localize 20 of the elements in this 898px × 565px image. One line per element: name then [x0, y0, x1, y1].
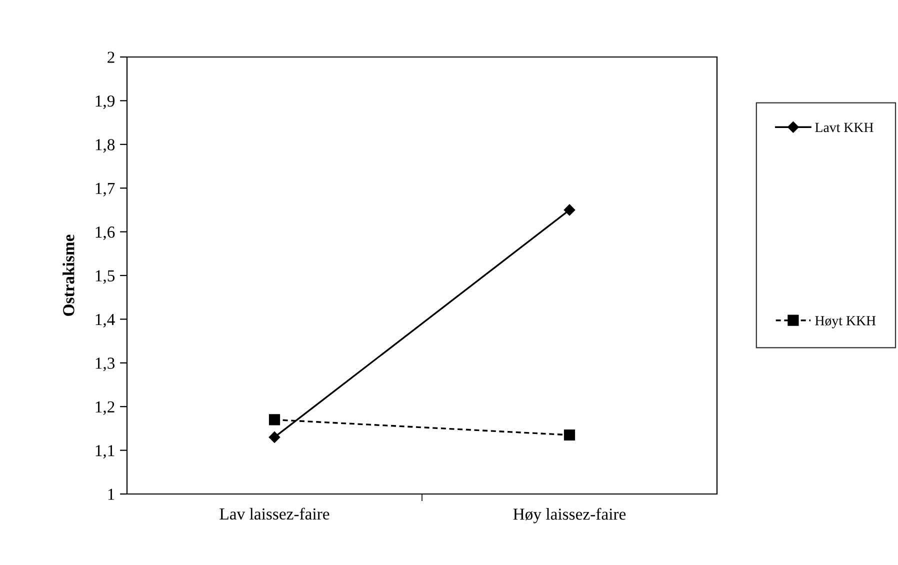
point	[268, 432, 280, 443]
y-axis-title: Ostrakisme	[62, 234, 74, 316]
y-tick-label: 1,9	[96, 95, 115, 110]
y-tick-label: 1,5	[96, 270, 115, 284]
y-tick-label: 1,2	[96, 401, 114, 415]
legend-label: Lavt KKH	[815, 122, 874, 132]
y-tick-label: 1,1	[96, 445, 114, 459]
y-tick-label: 1,8	[96, 139, 115, 153]
point	[268, 414, 280, 426]
point	[564, 204, 576, 216]
y-tick-label: 1	[108, 488, 114, 500]
x-tick-label: Lav laissez-faire	[220, 508, 330, 520]
y-tick-label: 1,7	[96, 182, 115, 196]
x-tick-label: Høy laissez-faire	[513, 508, 626, 524]
legend-label: Høyt KKH	[815, 316, 876, 328]
y-tick-label: 1,6	[96, 226, 115, 240]
y-tick-label: 2	[108, 52, 114, 63]
y-tick-label: 1,3	[96, 358, 115, 372]
y-tick-label: 1,4	[96, 314, 115, 328]
point	[564, 429, 576, 441]
